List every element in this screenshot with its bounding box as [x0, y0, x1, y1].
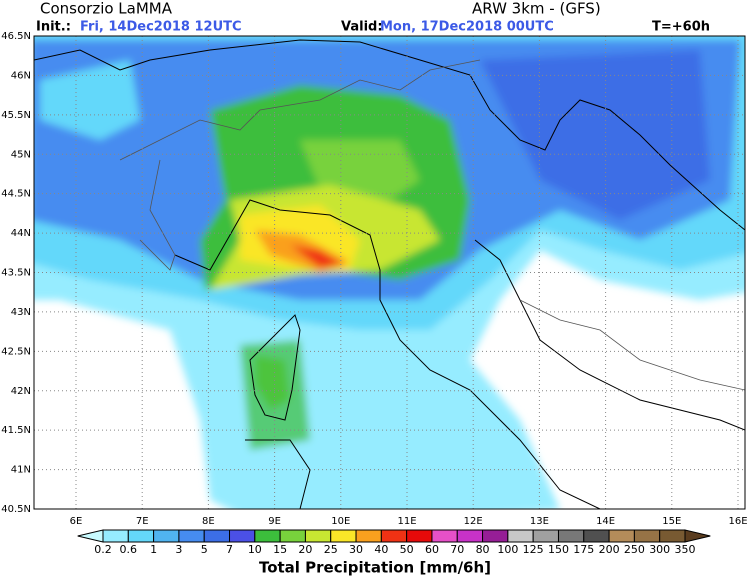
- colorbar-box: [406, 529, 433, 543]
- colorbar-label: 70: [450, 543, 464, 556]
- lon-label: 10E: [331, 516, 350, 527]
- colorbar-box: [279, 529, 306, 543]
- lat-label: 44N: [11, 228, 31, 239]
- colorbar-label: 25: [324, 543, 338, 556]
- colorbar-label: 175: [573, 543, 594, 556]
- colorbar-box: [557, 529, 585, 543]
- colorbar-box: [583, 529, 610, 543]
- org: Consorzio LaMMA: [40, 0, 173, 18]
- lead-time: T=+60h: [652, 20, 710, 35]
- colorbar-box: [229, 529, 256, 543]
- colorbar-box: [456, 529, 484, 543]
- colorbar-label: 100: [497, 543, 518, 556]
- colorbar-box: [355, 529, 382, 543]
- colorbar-label: 20: [298, 543, 312, 556]
- colorbar-label: 10: [248, 543, 262, 556]
- lat-label: 41.5N: [1, 425, 31, 436]
- valid-time: Mon, 17Dec2018 00UTC: [380, 20, 554, 35]
- colorbar-label: 0.6: [120, 543, 138, 556]
- lon-label: 16E: [728, 516, 747, 527]
- coastlines: [34, 39, 745, 509]
- colorbar-label: 200: [599, 543, 620, 556]
- lat-label: 45.5N: [1, 110, 31, 121]
- colorbar-label: 7: [226, 543, 233, 556]
- lon-label: 7E: [136, 516, 149, 527]
- lat-label: 42N: [11, 386, 31, 397]
- lon-label: 8E: [202, 516, 215, 527]
- colorbar-label: 3: [175, 543, 182, 556]
- lat-label: 46N: [11, 70, 31, 81]
- lat-label: 46.5N: [1, 31, 31, 42]
- colorbar-box: [178, 529, 205, 543]
- lon-label: 14E: [596, 516, 615, 527]
- lon-label: 6E: [70, 516, 83, 527]
- colorbar-label: 150: [548, 543, 569, 556]
- map-frame: [33, 35, 746, 510]
- colorbar-box: [532, 529, 559, 543]
- colorbar-box: [659, 529, 686, 543]
- colorbar-label: 30: [349, 543, 363, 556]
- colorbar-label: 0.2: [94, 543, 112, 556]
- valid-label: Valid:: [341, 20, 383, 35]
- colorbar-box: [102, 529, 129, 543]
- lat-label: 43N: [11, 307, 31, 318]
- lon-label: 13E: [530, 516, 549, 527]
- colorbar-label: 250: [624, 543, 645, 556]
- colorbar-label: 50: [400, 543, 414, 556]
- colorbar-label: 40: [374, 543, 388, 556]
- colorbar-box: [507, 529, 534, 543]
- colorbar-box: [608, 529, 635, 543]
- colorbar-end: [684, 529, 711, 543]
- lat-label: 41N: [11, 465, 31, 476]
- colorbar-label: 125: [523, 543, 544, 556]
- colorbar-label: 300: [649, 543, 670, 556]
- colorbar-box: [482, 529, 509, 543]
- colorbar: 0.2 0.6 1 3 5 7 10 15 20 25 30 40 50 60 70 80 100 125 150 1…: [77, 529, 711, 556]
- colorbar-box: [254, 529, 281, 543]
- graticule: 46.5N 46N 45.5N 45N 44.5N 44N 43.5N 43N 42.5N 42N…: [1, 31, 747, 527]
- lon-label: 15E: [662, 516, 681, 527]
- init-time: Fri, 14Dec2018 12UTC: [80, 20, 242, 35]
- colorbar-label: 5: [201, 543, 208, 556]
- colorbar-box: [203, 529, 231, 543]
- borders: [119, 59, 745, 391]
- colorbar-label: 1: [150, 543, 157, 556]
- lat-label: 40.5N: [1, 504, 31, 515]
- colorbar-box: [304, 529, 332, 543]
- precip-field: [34, 36, 745, 509]
- lat-label: 43.5N: [1, 268, 31, 279]
- colorbar-label: 15: [273, 543, 287, 556]
- init-label: Init.:: [36, 20, 71, 35]
- colorbar-box: [127, 529, 155, 543]
- model: ARW 3km - (GFS): [472, 0, 601, 18]
- colorbar-box: [380, 529, 408, 543]
- colorbar-title: Total Precipitation [mm/6h]: [259, 559, 491, 577]
- lon-label: 12E: [464, 516, 483, 527]
- lon-label: 9E: [268, 516, 281, 527]
- colorbar-box: [431, 529, 458, 543]
- colorbar-label: 80: [476, 543, 490, 556]
- colorbar-label: 350: [675, 543, 696, 556]
- lat-label: 42.5N: [1, 346, 31, 357]
- lat-label: 45N: [11, 149, 31, 160]
- colorbar-label: 60: [425, 543, 439, 556]
- lon-label: 11E: [397, 516, 416, 527]
- colorbar-box: [153, 529, 180, 543]
- colorbar-box: [330, 529, 357, 543]
- lat-label: 44.5N: [1, 189, 31, 200]
- colorbar-end: [77, 529, 104, 543]
- colorbar-box: [633, 529, 661, 543]
